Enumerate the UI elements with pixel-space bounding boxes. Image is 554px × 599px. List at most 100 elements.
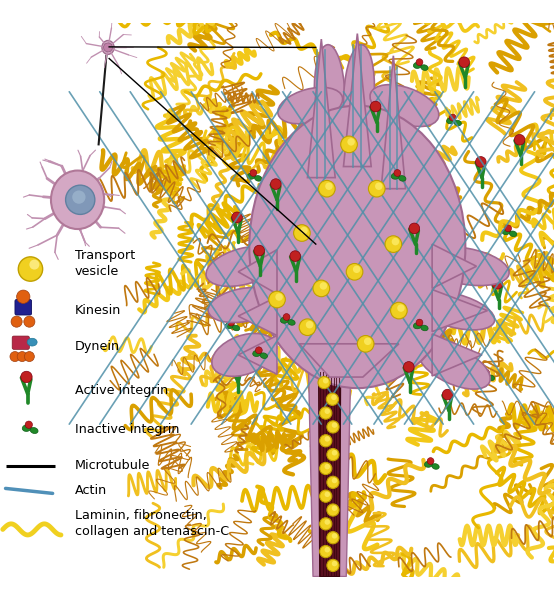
- Circle shape: [254, 245, 265, 256]
- Circle shape: [397, 304, 404, 312]
- Ellipse shape: [212, 334, 276, 376]
- Ellipse shape: [225, 322, 233, 329]
- Circle shape: [332, 450, 337, 455]
- Ellipse shape: [249, 105, 465, 388]
- Ellipse shape: [370, 84, 439, 126]
- Circle shape: [72, 190, 85, 204]
- Ellipse shape: [413, 62, 422, 68]
- Polygon shape: [309, 371, 351, 576]
- Polygon shape: [238, 297, 277, 335]
- Circle shape: [353, 265, 361, 273]
- Circle shape: [275, 294, 283, 301]
- Circle shape: [449, 114, 456, 121]
- Circle shape: [325, 409, 330, 414]
- Polygon shape: [307, 39, 335, 178]
- Circle shape: [25, 421, 33, 428]
- Circle shape: [320, 518, 332, 530]
- Ellipse shape: [422, 247, 509, 286]
- Ellipse shape: [421, 325, 428, 331]
- Polygon shape: [432, 289, 488, 332]
- Circle shape: [325, 547, 330, 552]
- Polygon shape: [343, 34, 371, 167]
- Ellipse shape: [447, 117, 455, 124]
- FancyBboxPatch shape: [15, 300, 32, 315]
- Circle shape: [65, 185, 95, 214]
- Circle shape: [299, 319, 316, 335]
- Text: Dynein: Dynein: [75, 340, 120, 353]
- Ellipse shape: [280, 317, 289, 323]
- Circle shape: [514, 134, 525, 145]
- Circle shape: [375, 183, 383, 190]
- Text: Microtubule: Microtubule: [75, 459, 150, 472]
- Circle shape: [250, 170, 257, 176]
- Circle shape: [323, 378, 329, 383]
- Circle shape: [403, 362, 414, 372]
- Circle shape: [313, 280, 330, 297]
- Circle shape: [320, 490, 332, 503]
- Circle shape: [332, 422, 337, 428]
- Ellipse shape: [421, 65, 428, 71]
- Ellipse shape: [414, 291, 495, 330]
- FancyBboxPatch shape: [12, 336, 29, 349]
- Circle shape: [21, 371, 32, 383]
- Ellipse shape: [391, 173, 399, 179]
- Circle shape: [327, 559, 339, 571]
- Circle shape: [300, 227, 308, 234]
- Circle shape: [327, 421, 339, 433]
- Circle shape: [325, 492, 330, 497]
- Circle shape: [475, 156, 486, 167]
- Ellipse shape: [206, 246, 281, 286]
- Circle shape: [326, 393, 338, 406]
- Text: Active integrin: Active integrin: [75, 385, 168, 397]
- Circle shape: [325, 183, 332, 190]
- Ellipse shape: [454, 120, 461, 126]
- Circle shape: [370, 101, 381, 112]
- Polygon shape: [381, 56, 406, 189]
- Ellipse shape: [480, 373, 488, 379]
- Polygon shape: [432, 334, 482, 376]
- Circle shape: [319, 180, 335, 197]
- Circle shape: [332, 561, 337, 566]
- Circle shape: [320, 435, 332, 447]
- Circle shape: [332, 478, 337, 483]
- Circle shape: [385, 236, 402, 252]
- Polygon shape: [238, 250, 277, 294]
- Polygon shape: [319, 371, 341, 576]
- Circle shape: [327, 476, 339, 488]
- Circle shape: [332, 533, 337, 539]
- Circle shape: [364, 338, 372, 345]
- Ellipse shape: [510, 231, 517, 237]
- Circle shape: [325, 519, 330, 525]
- Polygon shape: [238, 335, 277, 374]
- Text: Laminin, fibronectin,
collagen and tenascin-C: Laminin, fibronectin, collagen and tenas…: [75, 509, 229, 539]
- Circle shape: [270, 179, 281, 189]
- Text: Kinesin: Kinesin: [75, 304, 121, 317]
- Ellipse shape: [488, 375, 495, 380]
- Ellipse shape: [208, 288, 279, 322]
- Circle shape: [341, 136, 357, 153]
- Circle shape: [255, 347, 262, 353]
- Circle shape: [325, 436, 330, 441]
- Circle shape: [409, 223, 420, 234]
- Circle shape: [294, 225, 310, 241]
- Ellipse shape: [413, 322, 422, 329]
- Circle shape: [320, 282, 327, 290]
- Polygon shape: [299, 344, 399, 377]
- Ellipse shape: [288, 320, 295, 325]
- Circle shape: [24, 316, 35, 327]
- Circle shape: [442, 389, 453, 400]
- Circle shape: [327, 504, 339, 516]
- Circle shape: [306, 321, 314, 328]
- Ellipse shape: [260, 353, 268, 358]
- Ellipse shape: [278, 87, 342, 124]
- Circle shape: [394, 170, 401, 176]
- Circle shape: [483, 369, 489, 376]
- Ellipse shape: [399, 176, 406, 181]
- Circle shape: [320, 462, 332, 474]
- Circle shape: [459, 57, 470, 68]
- Ellipse shape: [247, 173, 255, 179]
- Ellipse shape: [314, 45, 345, 144]
- Text: Actin: Actin: [75, 484, 107, 497]
- Circle shape: [24, 352, 34, 362]
- Ellipse shape: [424, 461, 433, 467]
